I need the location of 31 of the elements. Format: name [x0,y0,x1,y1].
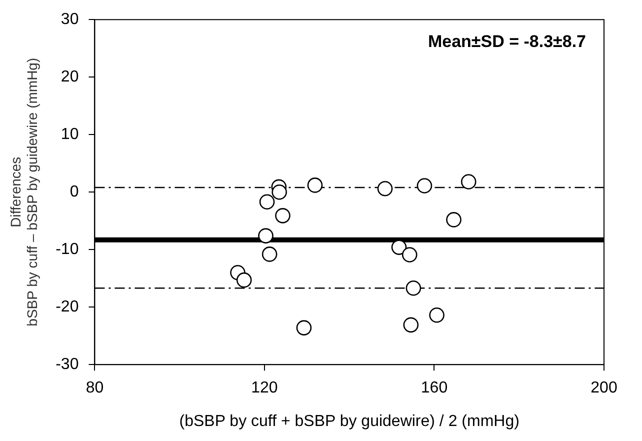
x-tick-label: 80 [86,380,104,397]
point [275,208,290,224]
point [406,280,422,296]
annotation: Mean±SD = -8.3±8.7 [428,32,586,51]
point [272,184,287,200]
point [402,247,418,262]
y-tick-label: 0 [70,184,79,201]
y-tick-label: 10 [60,126,79,144]
x-tick-label: 200 [590,380,618,397]
y-tick-label: 30 [60,11,79,28]
x-axis-title: (bSBP by cuff + bSBP by guidewire) / 2 (mmHg) [179,412,520,430]
point [403,317,419,333]
point [446,212,462,228]
y-tick-label: -20 [56,298,79,316]
point [262,246,278,262]
y-tick-label: -30 [56,356,79,374]
point [296,320,312,336]
point [236,272,252,288]
x-tick-label: 120 [251,380,278,397]
point [429,308,444,323]
point [259,194,275,210]
point [416,178,432,194]
y-tick-label: 20 [60,68,79,86]
point [391,240,407,255]
point [258,228,274,244]
point [377,181,393,196]
x-tick-label: 160 [420,380,448,397]
y-axis-title: Differences bSBP by cuff – bSBP by guidewire (mmHg) [7,58,40,326]
point [460,174,476,190]
y-tick-label: -10 [56,241,79,258]
point [307,178,323,193]
